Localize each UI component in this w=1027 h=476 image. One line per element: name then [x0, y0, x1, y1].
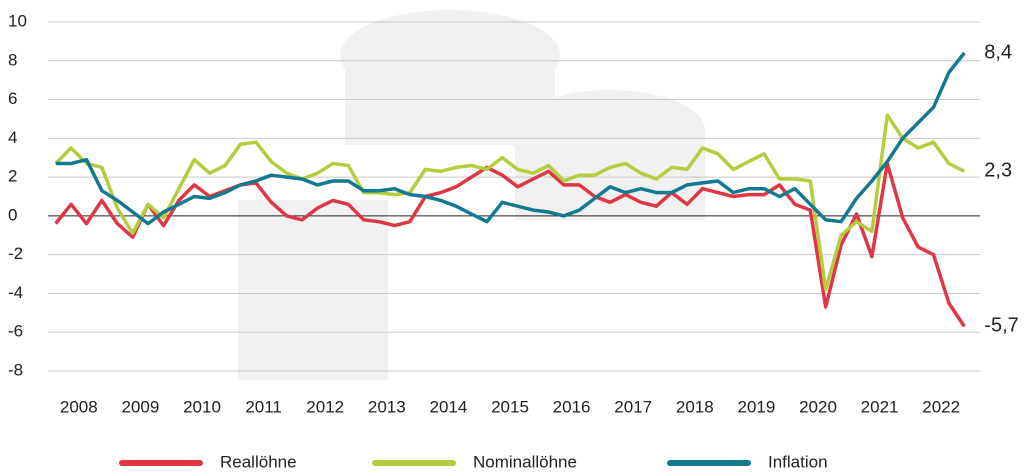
- x-tick-label: 2020: [799, 397, 837, 416]
- x-tick-label: 2008: [60, 397, 98, 416]
- end-label: 8,4: [984, 41, 1012, 63]
- x-tick-label: 2014: [429, 397, 467, 416]
- series-line: [56, 164, 965, 327]
- end-label: -5,7: [984, 315, 1018, 337]
- x-tick-label: 2021: [861, 397, 899, 416]
- y-tick-label: -4: [8, 283, 23, 302]
- y-tick-label: 6: [8, 89, 17, 108]
- x-tick-label: 2012: [306, 397, 344, 416]
- x-tick-label: 2010: [183, 397, 221, 416]
- y-tick-label: 8: [8, 50, 17, 69]
- y-tick-label: 2: [8, 167, 17, 186]
- watermark: [238, 10, 705, 380]
- x-tick-label: 2019: [737, 397, 775, 416]
- x-tick-label: 2016: [553, 397, 591, 416]
- y-tick-label: -2: [8, 244, 23, 263]
- x-tick-label: 2017: [614, 397, 652, 416]
- y-tick-label: 0: [8, 205, 17, 224]
- legend-label: Reallöhne: [220, 452, 297, 471]
- x-tick-label: 2022: [922, 397, 960, 416]
- x-tick-label: 2015: [491, 397, 529, 416]
- x-tick-label: 2009: [121, 397, 159, 416]
- x-tick-label: 2011: [245, 397, 282, 416]
- x-tick-label: 2013: [368, 397, 406, 416]
- end-label: 2,3: [984, 160, 1012, 182]
- y-tick-label: 4: [8, 128, 17, 147]
- legend-label: Nominallöhne: [473, 452, 577, 471]
- y-tick-label: -8: [8, 360, 23, 379]
- y-tick-label: 10: [8, 11, 27, 30]
- y-tick-label: -6: [8, 322, 23, 341]
- legend-label: Inflation: [768, 452, 828, 471]
- x-tick-label: 2018: [676, 397, 714, 416]
- chart: -8 -6 -4 -2 0 2 4 6 8 10 2008 2009 2010 2011 2012 2013 2…: [0, 0, 1027, 476]
